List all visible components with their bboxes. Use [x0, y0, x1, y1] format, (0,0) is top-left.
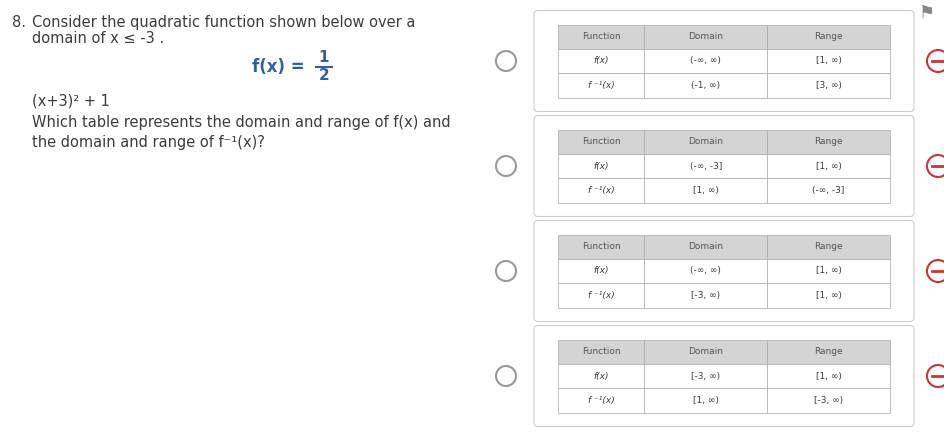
- Bar: [767, 364, 890, 388]
- Text: Range: Range: [815, 32, 843, 41]
- Bar: [767, 49, 890, 73]
- Text: f(x): f(x): [594, 56, 609, 66]
- Text: [1, ∞): [1, ∞): [816, 56, 841, 66]
- Bar: [645, 24, 767, 49]
- Text: [3, ∞): [3, ∞): [816, 81, 841, 90]
- Text: Function: Function: [582, 242, 620, 251]
- Bar: [645, 178, 767, 202]
- Text: ⚑: ⚑: [919, 4, 936, 22]
- Text: [1, ∞): [1, ∞): [816, 291, 841, 300]
- Bar: [558, 235, 645, 259]
- FancyBboxPatch shape: [534, 115, 914, 216]
- Bar: [767, 178, 890, 202]
- Bar: [767, 235, 890, 259]
- Text: Function: Function: [582, 347, 620, 356]
- Bar: [645, 49, 767, 73]
- Text: 1: 1: [319, 51, 329, 66]
- Text: 8.: 8.: [12, 15, 26, 30]
- Text: (-∞, -3]: (-∞, -3]: [813, 186, 845, 195]
- Text: (-1, ∞): (-1, ∞): [691, 81, 720, 90]
- Bar: [645, 154, 767, 178]
- Bar: [558, 73, 645, 97]
- Bar: [558, 154, 645, 178]
- Text: f ⁻¹(x): f ⁻¹(x): [588, 396, 615, 405]
- Text: [1, ∞): [1, ∞): [816, 267, 841, 275]
- Bar: [558, 283, 645, 308]
- Text: (-∞, ∞): (-∞, ∞): [690, 56, 721, 66]
- Text: (-∞, ∞): (-∞, ∞): [690, 267, 721, 275]
- Text: [1, ∞): [1, ∞): [816, 371, 841, 381]
- Bar: [645, 73, 767, 97]
- Text: [1, ∞): [1, ∞): [693, 186, 718, 195]
- Text: f(x) =: f(x) =: [252, 58, 310, 76]
- Text: 2: 2: [319, 69, 329, 83]
- Bar: [767, 283, 890, 308]
- Text: f ⁻¹(x): f ⁻¹(x): [588, 186, 615, 195]
- Bar: [645, 388, 767, 413]
- Text: domain of x ≤ -3 .: domain of x ≤ -3 .: [32, 31, 164, 46]
- Bar: [645, 364, 767, 388]
- Text: Range: Range: [815, 242, 843, 251]
- Text: [-3, ∞): [-3, ∞): [691, 371, 720, 381]
- Bar: [645, 283, 767, 308]
- Bar: [767, 129, 890, 154]
- Bar: [767, 154, 890, 178]
- Bar: [558, 178, 645, 202]
- Bar: [558, 388, 645, 413]
- Text: f ⁻¹(x): f ⁻¹(x): [588, 291, 615, 300]
- Bar: [558, 259, 645, 283]
- Bar: [558, 49, 645, 73]
- Text: Function: Function: [582, 137, 620, 146]
- Text: Range: Range: [815, 347, 843, 356]
- Bar: [767, 24, 890, 49]
- Text: Domain: Domain: [688, 32, 723, 41]
- Text: Domain: Domain: [688, 347, 723, 356]
- Text: (-∞, -3]: (-∞, -3]: [689, 162, 722, 170]
- Text: Which table represents the domain and range of f(x) and: Which table represents the domain and ra…: [32, 115, 450, 130]
- Bar: [767, 388, 890, 413]
- FancyBboxPatch shape: [534, 221, 914, 322]
- Text: [-3, ∞): [-3, ∞): [691, 291, 720, 300]
- Bar: [645, 340, 767, 364]
- Bar: [767, 340, 890, 364]
- Bar: [767, 259, 890, 283]
- Text: f(x): f(x): [594, 162, 609, 170]
- Bar: [767, 73, 890, 97]
- Text: [1, ∞): [1, ∞): [693, 396, 718, 405]
- FancyBboxPatch shape: [534, 326, 914, 427]
- FancyBboxPatch shape: [534, 10, 914, 111]
- Bar: [558, 364, 645, 388]
- Bar: [645, 235, 767, 259]
- Text: the domain and range of f⁻¹(x)?: the domain and range of f⁻¹(x)?: [32, 135, 265, 150]
- Bar: [645, 129, 767, 154]
- Text: Consider the quadratic function shown below over a: Consider the quadratic function shown be…: [32, 15, 415, 30]
- Text: [-3, ∞): [-3, ∞): [814, 396, 843, 405]
- Bar: [558, 24, 645, 49]
- Text: (x+3)² + 1: (x+3)² + 1: [32, 94, 110, 109]
- Bar: [558, 340, 645, 364]
- Text: Domain: Domain: [688, 137, 723, 146]
- Text: Range: Range: [815, 137, 843, 146]
- Text: f(x): f(x): [594, 267, 609, 275]
- Bar: [558, 129, 645, 154]
- Text: Function: Function: [582, 32, 620, 41]
- Bar: [645, 259, 767, 283]
- Text: f(x): f(x): [594, 371, 609, 381]
- Text: [1, ∞): [1, ∞): [816, 162, 841, 170]
- Text: f ⁻¹(x): f ⁻¹(x): [588, 81, 615, 90]
- Text: Domain: Domain: [688, 242, 723, 251]
